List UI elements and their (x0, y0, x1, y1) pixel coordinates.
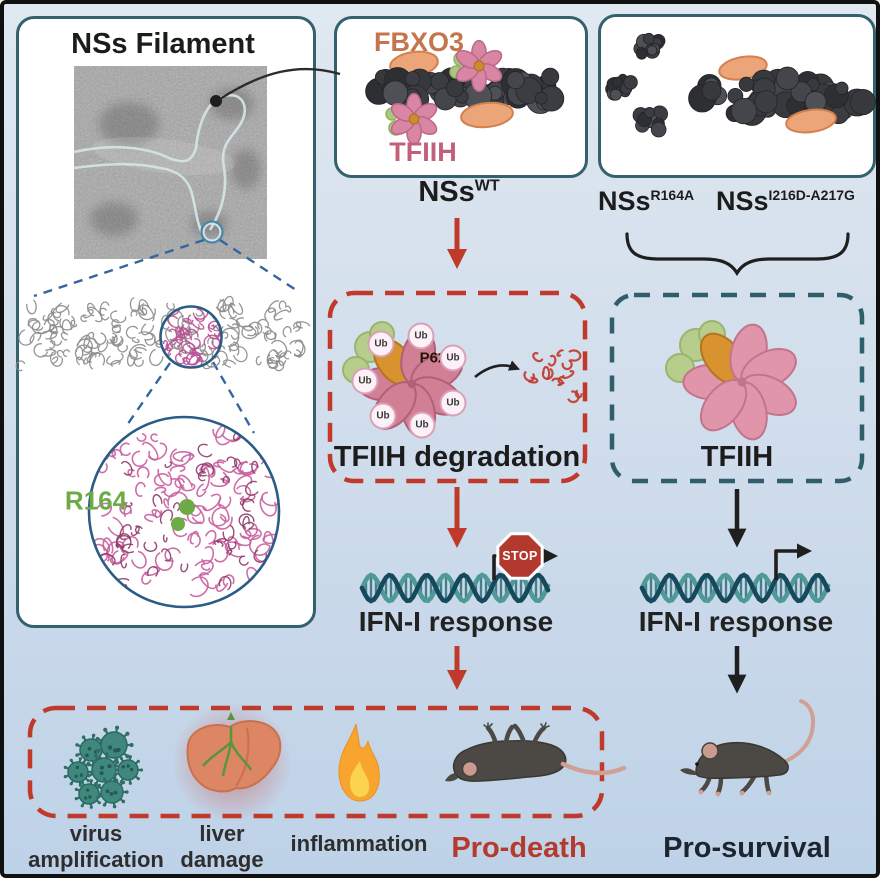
fbxo3-label: FBXO3 (373, 27, 465, 57)
tfiih-complex-intact (665, 320, 797, 441)
panel-title-nss-filament: NSs Filament (71, 28, 255, 60)
liver-damage-label: liver damage (180, 821, 264, 872)
nss-wt-label: NSsWT (418, 176, 500, 208)
ub-badge: Ub (367, 330, 395, 358)
transcription-arrow-active (774, 543, 813, 580)
degradation-arrow (474, 360, 521, 379)
tfiih-label: TFIIH (389, 137, 457, 167)
degradation-title: TFIIH degradation (333, 441, 581, 473)
residue-label-r164: R164 (64, 485, 128, 516)
degraded-fragments-icon (523, 349, 583, 404)
stop-label: STOP (502, 549, 538, 563)
pro-death-label: Pro-death (451, 832, 587, 864)
virus-amplification-label: virus amplification (28, 821, 164, 872)
running-mouse-icon (680, 699, 816, 797)
ub-badge: Ub (439, 344, 467, 372)
flame-icon (338, 723, 380, 802)
pro-death-dashed-box (27, 705, 605, 819)
ub-badge: Ub (407, 322, 435, 350)
liver-icon (172, 702, 292, 822)
ub-badge: Ub (439, 389, 467, 417)
nss-mutants-panel (598, 14, 876, 178)
ifn-response-active-label: IFN-I response (638, 606, 834, 637)
ub-badge: Ub (408, 411, 436, 439)
ifn-response-blocked-label: IFN-I response (358, 606, 554, 637)
nss-r164a-label: NSsR164A (598, 186, 695, 216)
ub-badge: Ub (351, 367, 379, 395)
ub-badge: Ub (369, 402, 397, 430)
nss-i216d-a217g-label: NSsI216D-A217G (716, 186, 855, 216)
tfiih-box-title: TFIIH (700, 441, 774, 473)
nss-filament-panel (16, 16, 316, 628)
dna-helix-icon-right (639, 572, 831, 604)
brace (625, 232, 850, 277)
pro-survival-label: Pro-survival (663, 832, 831, 864)
dead-mouse-icon (445, 722, 627, 782)
virus-icons (63, 725, 144, 809)
dna-helix-icon-left (359, 572, 551, 604)
inflammation-label: inflammation (290, 831, 428, 856)
